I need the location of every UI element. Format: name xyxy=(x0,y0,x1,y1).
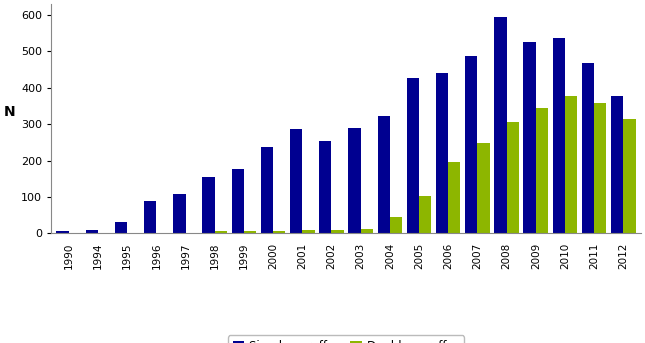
Bar xyxy=(477,143,490,233)
Bar xyxy=(348,128,361,233)
Bar xyxy=(273,231,285,233)
Bar xyxy=(524,42,536,233)
Bar xyxy=(319,141,332,233)
Bar xyxy=(244,231,256,233)
Bar xyxy=(261,147,273,233)
Legend: Simples greffes, Doubles greffes: Simples greffes, Doubles greffes xyxy=(228,335,464,343)
Bar xyxy=(623,119,635,233)
Bar xyxy=(86,229,98,233)
Bar xyxy=(203,177,215,233)
Bar xyxy=(594,104,606,233)
Bar xyxy=(506,122,519,233)
Bar xyxy=(115,222,127,233)
Bar xyxy=(494,16,506,233)
Bar xyxy=(332,230,344,233)
Bar xyxy=(448,162,461,233)
Bar xyxy=(565,96,577,233)
Bar xyxy=(465,56,477,233)
Bar xyxy=(232,168,244,233)
Bar xyxy=(390,217,402,233)
Bar xyxy=(144,201,156,233)
Bar xyxy=(290,129,303,233)
Bar xyxy=(57,232,69,233)
Bar xyxy=(553,38,565,233)
Bar xyxy=(582,63,594,233)
Bar xyxy=(215,232,227,233)
Y-axis label: N: N xyxy=(4,105,15,119)
Bar xyxy=(361,229,373,233)
Bar xyxy=(436,73,448,233)
Bar xyxy=(536,108,548,233)
Bar xyxy=(377,116,390,233)
Bar xyxy=(174,194,186,233)
Bar xyxy=(407,78,419,233)
Bar xyxy=(419,196,432,233)
Bar xyxy=(611,96,623,233)
Bar xyxy=(303,230,315,233)
